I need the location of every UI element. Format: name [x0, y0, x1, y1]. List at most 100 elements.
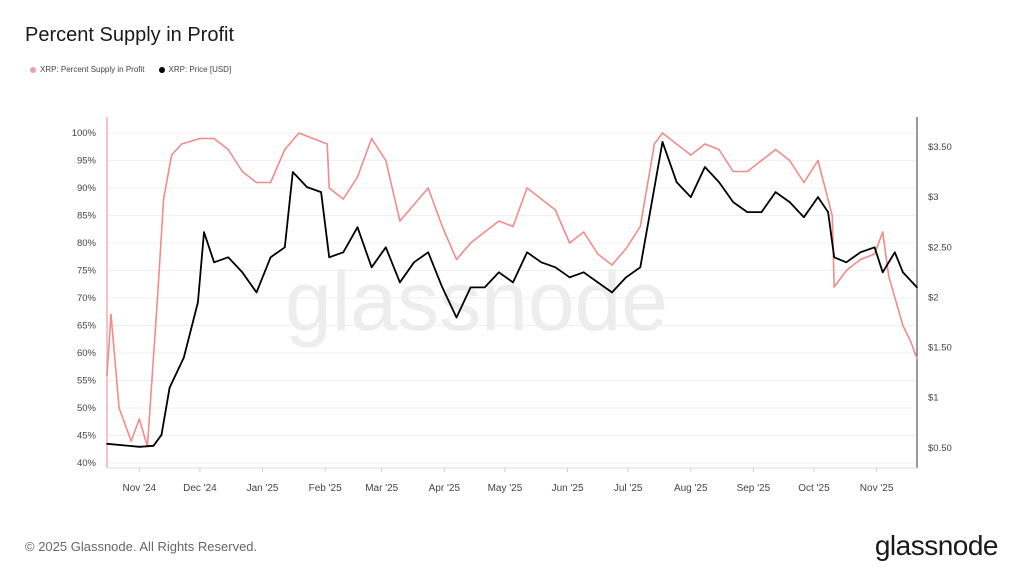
- data-point-price: [342, 251, 345, 254]
- data-point-price: [718, 181, 720, 183]
- data-point-supply: [180, 143, 183, 145]
- data-point-supply: [118, 407, 120, 409]
- data-point-supply: [803, 181, 805, 184]
- data-point-supply: [887, 275, 890, 277]
- data-point-price: [483, 286, 486, 289]
- legend-label-supply: XRP: Percent Supply in Profit: [40, 65, 145, 74]
- data-point-price: [675, 181, 678, 183]
- data-point-price: [306, 186, 308, 188]
- data-point-supply: [370, 137, 373, 140]
- data-point-supply: [469, 242, 472, 244]
- y-left-tick-label: 55%: [77, 376, 97, 387]
- data-point-price: [356, 226, 359, 228]
- data-point-supply: [833, 286, 835, 288]
- data-point-price: [845, 261, 848, 264]
- data-point-supply: [718, 148, 720, 151]
- data-point-supply: [512, 225, 514, 228]
- data-point-supply: [298, 132, 300, 134]
- data-point-supply: [526, 187, 528, 189]
- data-point-price: [881, 271, 884, 274]
- data-point-price: [526, 251, 528, 254]
- legend-item-supply[interactable]: XRP: Percent Supply in Profit: [30, 65, 145, 74]
- data-point-price: [283, 246, 286, 249]
- x-tick-label: Jan '25: [247, 483, 279, 494]
- data-point-supply: [582, 231, 585, 233]
- x-tick-label: Dec '24: [183, 483, 217, 494]
- data-point-price: [817, 196, 819, 198]
- data-point-price: [902, 271, 904, 274]
- y-right-tick-label: $2: [928, 292, 939, 303]
- data-point-supply: [859, 258, 862, 261]
- data-point-price: [611, 291, 613, 294]
- data-point-supply: [213, 137, 215, 140]
- data-point-price: [512, 281, 514, 284]
- data-point-supply: [130, 440, 133, 442]
- data-point-supply: [170, 154, 173, 156]
- data-point-price: [597, 281, 599, 284]
- y-left-tick-label: 60%: [77, 348, 97, 359]
- y-left-tick-label: 85%: [77, 211, 97, 222]
- data-point-price: [106, 443, 108, 445]
- data-point-supply: [483, 231, 486, 233]
- x-tick-label: Oct '25: [798, 483, 830, 494]
- y-left-tick-label: 45%: [77, 431, 97, 442]
- data-point-price: [788, 201, 791, 203]
- data-point-price: [661, 141, 664, 143]
- y-right-tick-label: $3.50: [928, 142, 952, 153]
- data-point-price: [241, 271, 244, 274]
- data-point-price: [227, 256, 229, 259]
- data-point-supply: [427, 187, 429, 189]
- data-point-price: [182, 356, 185, 359]
- data-point-supply: [540, 198, 543, 200]
- data-point-supply: [283, 148, 286, 151]
- y-left-tick-label: 90%: [77, 183, 97, 194]
- data-point-price: [639, 266, 642, 269]
- data-point-supply: [639, 225, 642, 228]
- data-point-price: [441, 286, 444, 289]
- data-point-supply: [732, 170, 734, 173]
- data-point-price: [568, 276, 571, 279]
- watermark: glassnode: [285, 254, 668, 348]
- x-tick-label: May '25: [488, 483, 523, 494]
- data-point-price: [893, 251, 896, 254]
- data-point-supply: [269, 181, 272, 184]
- data-point-supply: [106, 374, 108, 376]
- data-point-supply: [788, 159, 791, 162]
- data-point-supply: [916, 357, 918, 360]
- data-point-price: [138, 446, 141, 448]
- x-tick-label: Nov '24: [123, 483, 157, 494]
- y-right-tick-label: $0.50: [928, 443, 952, 454]
- data-point-price: [320, 191, 322, 193]
- data-point-supply: [902, 324, 904, 327]
- y-left-tick-label: 50%: [77, 403, 97, 414]
- y-left-tick-label: 65%: [77, 321, 97, 332]
- data-point-supply: [399, 220, 401, 222]
- data-point-price: [160, 434, 163, 436]
- legend-item-price[interactable]: XRP: Price [USD]: [158, 65, 231, 74]
- data-point-supply: [704, 143, 706, 145]
- legend: XRP: Percent Supply in Profit XRP: Price…: [30, 65, 231, 74]
- data-point-price: [255, 291, 258, 294]
- data-point-price: [540, 261, 543, 264]
- data-point-supply: [845, 269, 848, 272]
- data-point-supply: [881, 231, 884, 233]
- legend-swatch-price: [158, 66, 165, 73]
- data-point-price: [704, 166, 706, 168]
- x-tick-label: Jul '25: [614, 483, 643, 494]
- x-tick-label: Jun '25: [552, 483, 584, 494]
- data-point-price: [269, 256, 272, 259]
- x-tick-label: Mar '25: [365, 483, 398, 494]
- y-left-tick-label: 95%: [77, 156, 97, 167]
- data-point-supply: [356, 176, 359, 178]
- data-point-supply: [328, 187, 330, 189]
- data-point-supply: [162, 198, 165, 200]
- data-point-supply: [675, 143, 678, 145]
- y-left-tick-label: 40%: [77, 458, 97, 469]
- y-left-tick-label: 70%: [77, 293, 97, 304]
- data-point-supply: [384, 159, 387, 162]
- data-point-supply: [241, 170, 244, 173]
- data-point-price: [554, 266, 557, 269]
- data-point-price: [760, 211, 763, 213]
- data-point-supply: [156, 297, 159, 299]
- copyright: © 2025 Glassnode. All Rights Reserved.: [25, 539, 258, 554]
